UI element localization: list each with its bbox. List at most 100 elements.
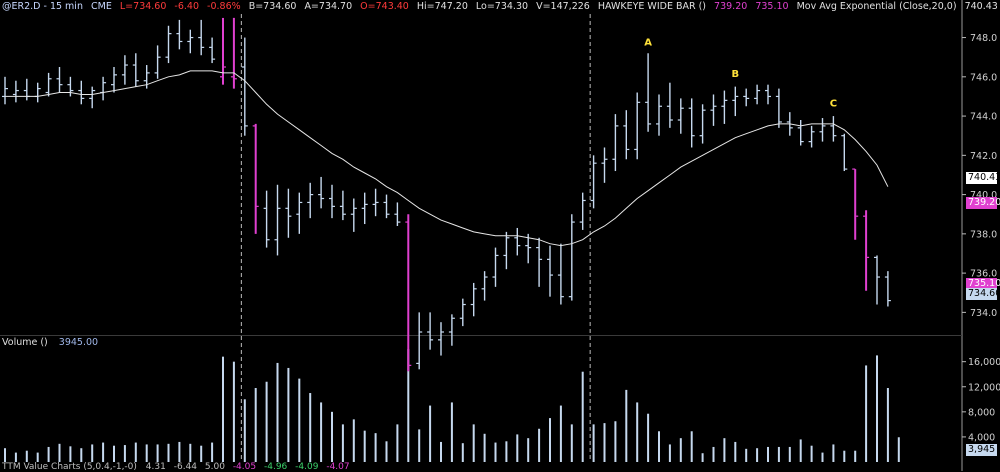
price-bar xyxy=(318,176,325,209)
price-bar xyxy=(775,88,782,128)
footer-value-1: 4.31 xyxy=(145,462,166,472)
low-price: Lo=734.30 xyxy=(475,1,529,12)
price-bar xyxy=(274,184,281,256)
price-bar xyxy=(536,237,543,287)
price-tick-label: 748.0 xyxy=(970,33,997,44)
volume-bar xyxy=(374,433,377,462)
volume-bar xyxy=(494,442,497,462)
volume-bar xyxy=(80,448,83,462)
volume-bar xyxy=(320,402,323,462)
volume-bar xyxy=(113,445,115,462)
price-bar xyxy=(263,190,270,248)
volume-bar xyxy=(679,438,682,462)
volume-tick-label: 12,000 xyxy=(968,382,1000,393)
volume-bar xyxy=(603,423,606,462)
price-bar xyxy=(78,80,85,105)
price-bar xyxy=(732,86,739,117)
volume-bar xyxy=(625,389,628,462)
volume-bar xyxy=(636,402,639,462)
volume-bar xyxy=(854,450,857,462)
volume-bar xyxy=(865,365,868,462)
volume-bar xyxy=(592,424,595,462)
wide-price-bar xyxy=(852,168,859,240)
volume-bar xyxy=(723,438,726,462)
price-bar xyxy=(296,192,303,234)
price-bar xyxy=(307,182,314,219)
price-bar xyxy=(557,243,564,305)
volume-bar xyxy=(483,433,486,462)
price-bar xyxy=(209,37,216,64)
volume-bar xyxy=(876,355,878,462)
price-bar xyxy=(481,271,488,301)
volume-bar xyxy=(767,446,769,462)
price-bar xyxy=(765,84,771,105)
price-tick-label: 746.0 xyxy=(970,72,997,83)
volume-bar xyxy=(418,429,421,462)
volume-bar xyxy=(396,424,399,462)
ma-price-tag: 740.43 xyxy=(966,172,1000,184)
volume-tick-label: 8,000 xyxy=(968,407,995,418)
volume-bar xyxy=(352,419,355,462)
price-bar xyxy=(819,118,826,142)
volume-bar xyxy=(429,405,432,462)
price-bar xyxy=(459,298,466,327)
footer-label: TTM Value Charts (5,0.4,-1,-0) xyxy=(2,462,137,472)
pct-change: -0.86% xyxy=(207,1,241,12)
price-bar xyxy=(884,271,891,307)
volume-header: Volume () 3945.00 xyxy=(2,337,98,348)
price-bar xyxy=(45,72,52,97)
volume-bar xyxy=(658,431,660,462)
price-bar xyxy=(165,25,172,64)
price-bar xyxy=(427,312,434,350)
price-bar xyxy=(187,29,194,54)
volume-bar xyxy=(58,443,61,462)
price-bar xyxy=(470,282,477,317)
price-bar xyxy=(285,188,292,238)
price-bar xyxy=(699,104,706,144)
volume-bar xyxy=(570,424,573,462)
price-bar xyxy=(688,98,695,148)
ma-value: 740.43 xyxy=(964,1,998,12)
ask-price: A=734.70 xyxy=(304,1,353,12)
footer-value-6: -4.09 xyxy=(295,462,319,472)
footer-value-5: -4.96 xyxy=(263,462,288,472)
last-price: L=734.60 xyxy=(119,1,167,12)
volume-bar xyxy=(123,445,126,462)
volume-bar xyxy=(701,453,704,462)
price-bar xyxy=(721,90,728,124)
volume-bar xyxy=(341,424,344,462)
volume-bar xyxy=(538,428,541,462)
price-bar xyxy=(656,94,662,136)
volume-bar xyxy=(4,448,6,462)
volume-tick-label: 16,000 xyxy=(968,357,1000,368)
wide-price-bar xyxy=(230,17,237,89)
volume-bar xyxy=(527,438,530,462)
price-bar xyxy=(525,233,532,264)
price-bar xyxy=(797,120,804,146)
price-bar xyxy=(677,98,684,134)
volume-bar xyxy=(407,349,410,462)
volume-bar xyxy=(734,441,737,462)
high-price: Hi=747.20 xyxy=(416,1,468,12)
price-bar xyxy=(841,133,848,172)
volume-total: V=147,226 xyxy=(536,1,590,12)
price-tick-label: 736.0 xyxy=(970,269,997,280)
price-bar xyxy=(874,255,880,305)
volume-bar xyxy=(843,450,846,462)
price-bar xyxy=(568,214,575,301)
price-tick-label: 738.0 xyxy=(970,229,997,240)
volume-bar xyxy=(287,367,290,462)
volume-bar xyxy=(897,437,900,462)
price-bar xyxy=(808,125,815,148)
session-break-lines xyxy=(240,14,591,462)
volume-bar xyxy=(47,446,50,462)
pattern-label-a: A xyxy=(644,37,652,48)
volume-bar xyxy=(243,399,246,462)
volume-bar xyxy=(276,362,279,462)
volume-bar xyxy=(298,378,301,462)
volume-bar xyxy=(211,442,214,462)
price-bar xyxy=(372,188,379,217)
price-axis: 734.0 736.0 738.0 740.0 742.0 744.0 746.0 748.0 xyxy=(962,33,997,319)
price-bar xyxy=(361,192,368,225)
study-value-2: 735.10 xyxy=(755,1,789,12)
